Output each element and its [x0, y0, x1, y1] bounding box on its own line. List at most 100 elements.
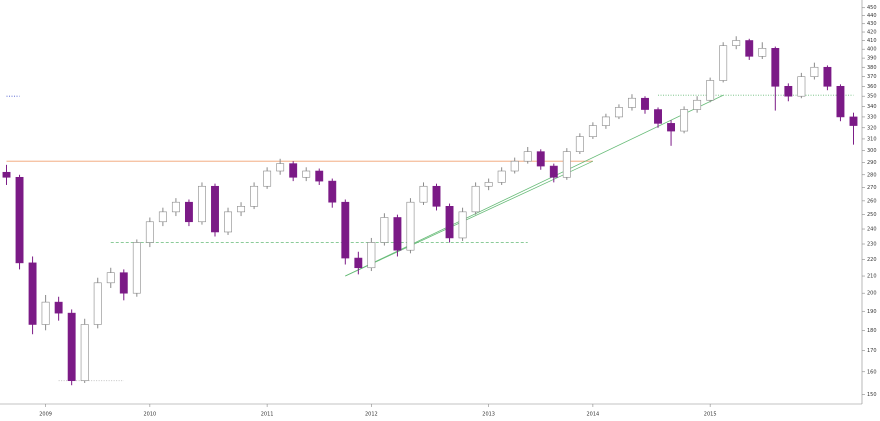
- candle-body: [810, 66, 819, 77]
- y-tick-label: 150: [867, 392, 877, 398]
- candle-body: [406, 201, 415, 251]
- y-tick-label: 360: [867, 84, 877, 90]
- candle-body: [758, 48, 767, 57]
- candle-body: [471, 185, 480, 213]
- candle-body: [497, 170, 506, 183]
- y-tick-label: 200: [867, 291, 877, 297]
- candle-body: [328, 180, 337, 203]
- candle-body: [145, 221, 154, 243]
- y-tick-label: 420: [867, 30, 877, 36]
- x-tick-label: 2015: [704, 412, 717, 418]
- y-tick-label: 330: [867, 114, 877, 120]
- y-tick-label: 310: [867, 136, 877, 142]
- y-tick-label: 300: [867, 148, 877, 154]
- y-tick-label: 340: [867, 104, 877, 110]
- y-tick-label: 290: [867, 160, 877, 166]
- candle-body: [719, 45, 728, 81]
- candle-body: [354, 257, 363, 269]
- candle-body: [836, 85, 845, 118]
- y-tick-label: 440: [867, 13, 877, 19]
- candle-body: [119, 272, 128, 294]
- candle-body: [302, 170, 311, 178]
- y-tick-label: 410: [867, 38, 877, 44]
- candle-body: [523, 151, 532, 162]
- y-tick-label: 220: [867, 257, 877, 263]
- candle-body: [549, 165, 558, 178]
- candle-body: [771, 48, 780, 87]
- y-tick-label: 390: [867, 56, 877, 62]
- y-tick-label: 160: [867, 369, 877, 375]
- candle-body: [341, 201, 350, 259]
- candle-body: [93, 282, 102, 325]
- candle-body: [484, 182, 493, 187]
- candle-body: [680, 109, 689, 132]
- candle-body: [628, 97, 636, 108]
- candle-body: [641, 97, 649, 110]
- candle-body: [445, 206, 454, 239]
- y-tick-label: 320: [867, 125, 877, 131]
- y-tick-label: 190: [867, 309, 877, 315]
- x-tick-label: 2009: [39, 412, 52, 418]
- y-tick-label: 250: [867, 212, 877, 218]
- candle-body: [614, 107, 623, 118]
- y-tick-label: 230: [867, 242, 877, 248]
- candle-body: [158, 211, 167, 223]
- x-tick-label: 2010: [143, 412, 156, 418]
- candle-body: [536, 151, 545, 167]
- y-tick-label: 180: [867, 328, 877, 334]
- y-tick-label: 260: [867, 198, 877, 204]
- y-tick-label: 210: [867, 274, 877, 280]
- candle-body: [601, 116, 610, 126]
- candle-body: [458, 211, 467, 239]
- candle-body: [654, 109, 662, 124]
- candle-body: [706, 80, 715, 101]
- candle-body: [80, 324, 89, 381]
- candle-body: [823, 66, 832, 87]
- y-tick-label: 400: [867, 47, 877, 53]
- candle-body: [393, 217, 402, 251]
- candle-body: [15, 176, 24, 264]
- candle-body: [432, 185, 441, 207]
- candle-body: [575, 136, 584, 152]
- candle-body: [315, 170, 324, 182]
- candle-body: [237, 206, 246, 213]
- candle-body: [667, 123, 676, 132]
- candle-body: [250, 185, 259, 207]
- y-tick-label: 380: [867, 65, 877, 71]
- candle-body: [380, 217, 389, 243]
- trend-line: [345, 160, 594, 277]
- candle-body: [732, 40, 741, 46]
- y-tick-label: 240: [867, 227, 877, 233]
- candle-body: [67, 312, 76, 381]
- y-tick-label: 450: [867, 5, 877, 11]
- candle-body: [184, 201, 193, 223]
- candle-body: [41, 301, 50, 325]
- candle-body: [588, 125, 597, 137]
- candle-body: [797, 76, 806, 97]
- candle-body: [784, 85, 793, 97]
- candle-body: [106, 272, 115, 284]
- candle-body: [745, 40, 754, 57]
- candle-body: [132, 242, 141, 294]
- y-tick-label: 170: [867, 348, 877, 354]
- candle-body: [419, 185, 428, 203]
- y-tick-label: 430: [867, 21, 877, 27]
- y-tick-label: 370: [867, 74, 877, 80]
- y-tick-label: 270: [867, 185, 877, 191]
- candle-body: [224, 211, 232, 233]
- x-tick-label: 2013: [482, 412, 495, 418]
- y-tick-label: 350: [867, 94, 877, 100]
- candle-body: [171, 201, 180, 213]
- candle-body: [211, 185, 219, 233]
- candle-body: [367, 242, 376, 269]
- candle-body: [54, 301, 63, 314]
- candle-body: [198, 185, 206, 223]
- candle-body: [263, 170, 272, 187]
- x-tick-label: 2014: [587, 412, 600, 418]
- candle-body: [693, 99, 702, 110]
- x-tick-label: 2012: [365, 412, 378, 418]
- y-tick-label: 280: [867, 172, 877, 178]
- candle-body: [849, 116, 858, 126]
- candle-body: [510, 160, 519, 172]
